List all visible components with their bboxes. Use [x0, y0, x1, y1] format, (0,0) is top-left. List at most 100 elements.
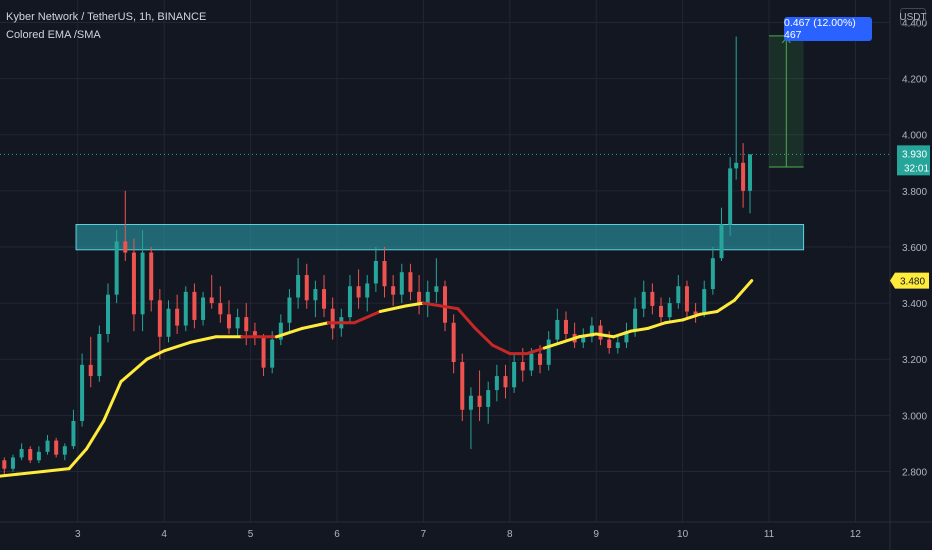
candle-body-bull [434, 286, 439, 292]
candle-body-bull [702, 289, 707, 315]
candle-body-bear [244, 317, 249, 332]
time-tick-label: 8 [507, 529, 513, 540]
candle-body-bull [278, 322, 283, 340]
ma-line-segment [352, 310, 382, 325]
candle-body-bear [417, 291, 422, 304]
ma-line-segment [681, 312, 702, 322]
candle-body-bull [734, 162, 739, 169]
time-tick-label: 9 [593, 529, 599, 540]
candle-body-bull [546, 339, 551, 365]
ma-line-segment [421, 301, 443, 308]
candle-body-bear [252, 331, 257, 337]
candle-body-bear [261, 336, 266, 368]
candle-body-bull [71, 420, 76, 447]
candle-body-bear [330, 308, 335, 329]
candle-body-bear [149, 252, 154, 301]
ma-line-segment [577, 332, 598, 339]
candle-body-bull [581, 336, 586, 343]
candle-body-bear [356, 286, 361, 298]
candle-body-bull [296, 275, 301, 298]
price-tick-label: 3.800 [902, 187, 927, 198]
candle-body-bull [235, 317, 240, 329]
ma-line-segment [646, 321, 667, 330]
candle-body-bear [88, 364, 93, 377]
candle-body-bull [486, 390, 491, 407]
candle-body-bull [728, 168, 733, 225]
candle-body-bear [382, 261, 387, 287]
candle-body-bear [503, 376, 508, 388]
price-tick-label: 3.000 [902, 411, 927, 422]
ma-line-segment [456, 307, 477, 330]
ma-line-segment [439, 304, 460, 311]
ma-line-segment [594, 332, 615, 339]
candle-body-bull [529, 353, 534, 371]
candle-body-bear [650, 291, 655, 306]
candle-body-bull [62, 446, 67, 455]
ma-line-segment [491, 343, 512, 356]
candle-body-bull [106, 294, 111, 334]
time-tick-label: 11 [764, 529, 775, 540]
candle-body-bear [659, 305, 664, 318]
candle-body-bear [451, 322, 456, 363]
candle-body-bull [624, 331, 629, 343]
ma-line-segment [629, 326, 650, 333]
candle-body-bear [520, 362, 525, 371]
price-tick-label: 4.000 [902, 131, 927, 142]
candle-body-bull [555, 319, 560, 340]
candle-body-bear [693, 311, 698, 315]
candle-body-bull [287, 297, 292, 323]
candle-body-bear [157, 300, 162, 337]
ma-line-segment [145, 349, 166, 361]
ma-line-segment [560, 335, 581, 344]
candle-body-bear [192, 291, 197, 320]
candle-body-bear [391, 286, 396, 295]
candle-body-bull [710, 258, 715, 290]
candle-body-bull [347, 286, 352, 318]
candle-body-bear [131, 252, 136, 315]
indicator-legend: Colored EMA /SMA [6, 29, 101, 41]
candle-body-bull [615, 342, 620, 348]
candle-body-bear [598, 325, 603, 340]
time-tick-label: 12 [850, 529, 862, 540]
ma-line-segment [0, 472, 19, 478]
ma-line-segment [84, 419, 106, 451]
ma-value-label: 3.480 [900, 277, 925, 288]
ma-line-segment [275, 326, 304, 339]
candle-body-bear [684, 286, 689, 312]
candle-body-bull [97, 333, 102, 377]
candle-body-bear [477, 395, 482, 407]
ma-line-segment [162, 340, 192, 353]
candle-body-bear [563, 319, 568, 334]
candle-body-bull [667, 303, 672, 318]
ma-line-segment [663, 318, 685, 325]
resistance-zone [75, 224, 805, 251]
candle-body-bull [399, 272, 404, 295]
ma-line-segment [611, 329, 633, 339]
candle-body-bull [676, 286, 681, 304]
candle-body-bear [741, 162, 746, 191]
last-price-label: 3.930 [902, 149, 927, 160]
countdown-label: 32:01 [904, 163, 929, 174]
candle-body-bull [365, 283, 370, 298]
candle-body-bull [468, 395, 473, 410]
candle-body-bull [140, 252, 145, 315]
ma-line-segment [542, 340, 564, 350]
candle-body-bear [175, 308, 180, 326]
measure-result-badge: 0.467 (12.00%) 467 [784, 17, 872, 41]
currency-selector-button[interactable]: USDT [899, 8, 927, 26]
price-tick-label: 3.600 [902, 243, 927, 254]
candle-body-bear [54, 440, 59, 455]
candle-body-bear [322, 289, 327, 309]
price-tick-label: 4.200 [902, 75, 927, 86]
ma-line-segment [102, 380, 123, 423]
candle-body-bull [45, 440, 50, 452]
price-tick-label: 4.400 [902, 18, 927, 29]
candle-body-bull [270, 339, 275, 368]
candle-body-bull [589, 325, 594, 337]
candle-body-bull [166, 308, 171, 337]
ma-value-tag [890, 272, 929, 289]
ma-line-segment [378, 304, 408, 314]
candle-body-bear [443, 286, 447, 323]
candle-body-bear [226, 314, 231, 329]
